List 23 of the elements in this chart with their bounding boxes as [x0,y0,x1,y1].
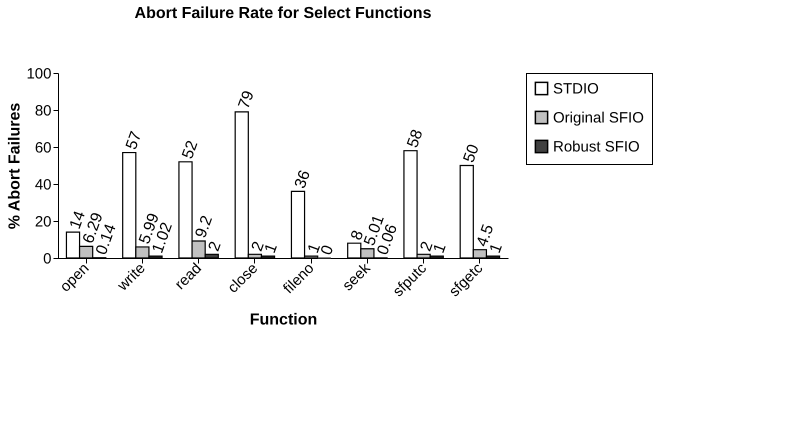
data-label: 1 [486,241,506,256]
data-label: 79 [236,88,258,112]
data-label: 57 [123,129,146,152]
data-label: 50 [460,142,483,165]
y-tick-label: 40 [34,176,52,194]
y-axis-title: % Abort Failures [6,102,24,230]
chart-title: Abort Failure Rate for Select Functions [134,5,432,22]
data-label: 52 [179,138,202,162]
data-label: 14 [66,208,89,232]
y-tick-label: 20 [34,214,52,230]
data-label: 2 [206,239,225,254]
data-label: 58 [404,127,426,150]
x-tick-label: write [114,260,149,295]
y-tick-label: 0 [43,250,52,268]
legend-label: STDIO [553,80,599,98]
data-label: 36 [292,168,314,191]
y-tick-label: 80 [34,102,52,120]
x-axis-title: Function [250,311,318,328]
legend-label: Robust SFIO [553,138,640,156]
legend-label: Original SFIO [553,110,644,126]
y-tick-label: 100 [26,66,52,82]
y-tick-label: 60 [34,140,52,156]
data-label: 9.2 [192,213,216,240]
